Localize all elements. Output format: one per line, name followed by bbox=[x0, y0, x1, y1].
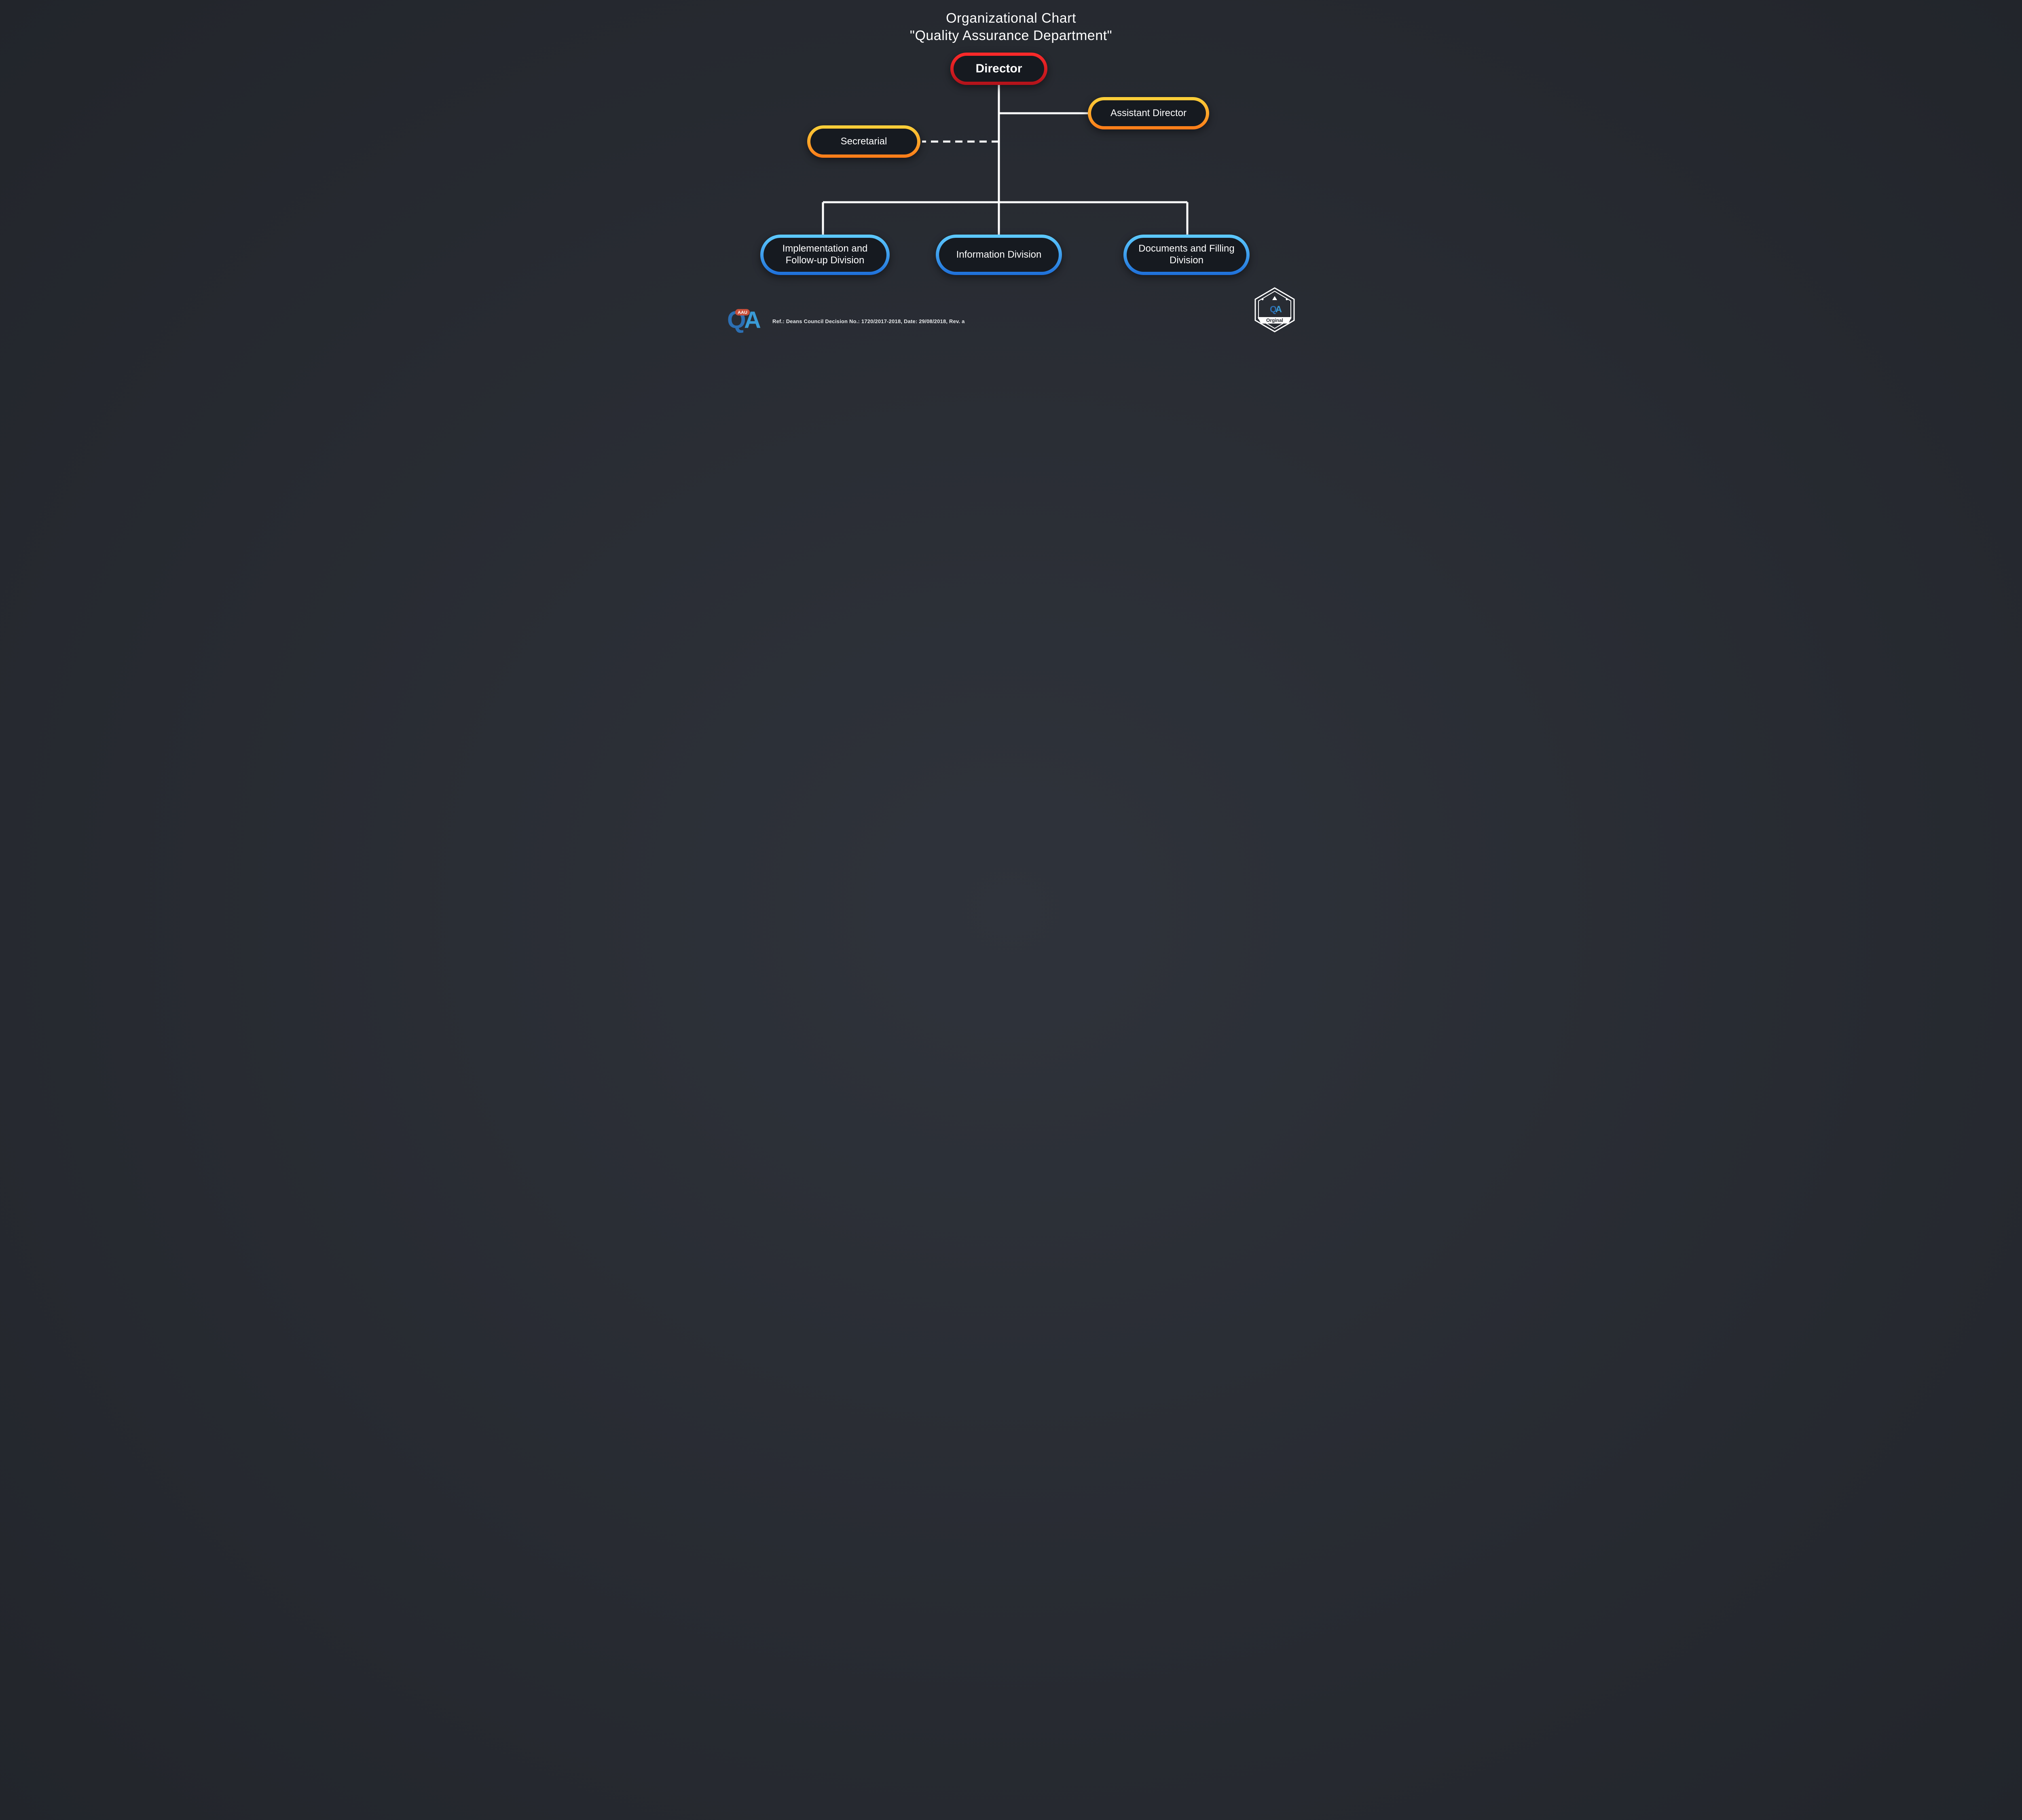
qa-logo-icon: Q A AAU bbox=[723, 306, 768, 334]
original-badge-icon: Q A Orginal bbox=[1250, 286, 1299, 334]
node-label: Assistant Director bbox=[1110, 108, 1187, 119]
title-line-2: "Quality Assurance Department" bbox=[708, 27, 1314, 44]
connector-lines bbox=[708, 0, 1314, 341]
title-line-1: Organizational Chart bbox=[708, 10, 1314, 27]
node-label: Documents and Filling Division bbox=[1131, 243, 1242, 267]
chart-title: Organizational Chart "Quality Assurance … bbox=[708, 10, 1314, 44]
node-label: Implementation and Follow-up Division bbox=[768, 243, 882, 267]
node-documents-division: Documents and Filling Division bbox=[1123, 235, 1250, 275]
svg-text:Orginal: Orginal bbox=[1266, 317, 1283, 323]
node-assistant-director: Assistant Director bbox=[1088, 97, 1209, 129]
svg-text:AAU: AAU bbox=[738, 310, 747, 315]
org-chart-canvas: Organizational Chart "Quality Assurance … bbox=[708, 0, 1314, 341]
node-label: Director bbox=[975, 61, 1022, 76]
node-label: Information Division bbox=[956, 249, 1042, 261]
node-information-division: Information Division bbox=[936, 235, 1062, 275]
node-label: Secretarial bbox=[841, 136, 887, 148]
footer-reference: Ref.: Deans Council Decision No.: 1720/2… bbox=[772, 318, 965, 324]
node-secretarial: Secretarial bbox=[807, 125, 920, 158]
node-implementation-division: Implementation and Follow-up Division bbox=[760, 235, 890, 275]
node-director: Director bbox=[950, 53, 1047, 85]
svg-text:A: A bbox=[1275, 304, 1282, 314]
